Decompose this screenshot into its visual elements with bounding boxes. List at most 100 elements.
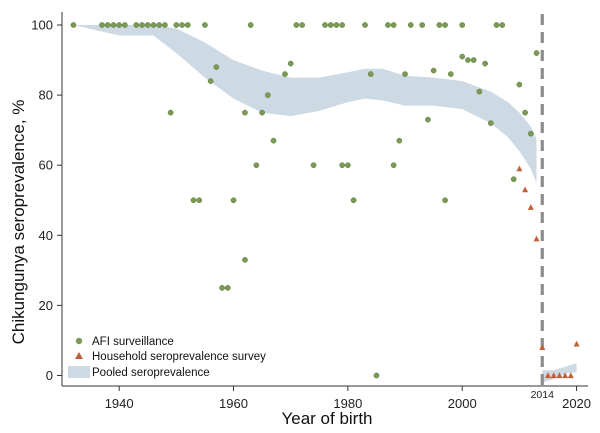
x-tick-label: 2020 — [562, 396, 591, 411]
afi-surveillance-point — [122, 22, 128, 28]
afi-surveillance-point — [442, 197, 448, 204]
x-tick-label: 2000 — [448, 396, 477, 411]
y-tick-label: 0 — [46, 368, 53, 383]
afi-surveillance-point — [70, 22, 77, 28]
afi-surveillance-point — [139, 22, 145, 28]
y-tick-label: 100 — [31, 18, 53, 33]
legend-afi-label: AFI surveillance — [92, 336, 174, 348]
household-survey-point — [533, 235, 540, 242]
afi-surveillance-point — [430, 67, 437, 74]
household-survey-point — [573, 340, 580, 347]
afi-surveillance-point — [162, 22, 168, 28]
afi-surveillance-point — [527, 130, 534, 137]
afi-surveillance-point — [110, 22, 117, 28]
afi-surveillance-point — [144, 22, 151, 28]
afi-surveillance-point — [207, 78, 214, 84]
afi-surveillance-point — [310, 162, 317, 169]
afi-surveillance-point — [436, 22, 443, 28]
afi-surveillance-point — [350, 197, 357, 204]
afi-surveillance-point — [419, 22, 426, 28]
afi-surveillance-point — [510, 176, 517, 183]
afi-surveillance-point — [293, 22, 300, 28]
afi-surveillance-point — [390, 22, 397, 28]
household-survey-point — [545, 372, 551, 379]
afi-surveillance-point — [116, 22, 123, 28]
household-survey-point — [550, 372, 557, 379]
y-tick-label: 80 — [39, 88, 53, 103]
afi-surveillance-point — [242, 109, 248, 116]
afi-surveillance-point — [270, 137, 277, 144]
afi-surveillance-point — [184, 22, 191, 28]
y-tick-label: 40 — [39, 228, 53, 243]
afi-surveillance-point — [242, 256, 248, 263]
cutoff-year-label: 2014 — [531, 389, 555, 401]
afi-surveillance-point — [407, 22, 414, 28]
legend-pooled-label: Pooled seroprevalence — [92, 367, 210, 379]
afi-surveillance-point — [99, 22, 105, 28]
afi-surveillance-point — [499, 22, 506, 28]
afi-surveillance-point — [470, 57, 477, 63]
afi-surveillance-point — [167, 109, 174, 116]
afi-surveillance-point — [230, 197, 237, 204]
y-tick-label: 60 — [39, 158, 53, 173]
household-survey-point — [522, 186, 529, 193]
household-survey-point — [527, 204, 534, 210]
afi-surveillance-point — [213, 64, 220, 70]
afi-surveillance-point — [259, 109, 265, 116]
afi-surveillance-point — [333, 22, 340, 28]
x-axis-title: Year of birth — [281, 409, 372, 428]
afi-surveillance-point — [516, 81, 523, 88]
afi-surveillance-point — [224, 285, 231, 291]
household-survey-point — [516, 165, 523, 172]
afi-surveillance-point — [104, 22, 111, 28]
data-points-layer — [70, 22, 580, 379]
afi-surveillance-point — [390, 162, 397, 169]
household-survey-point — [567, 372, 574, 379]
afi-surveillance-point — [339, 22, 346, 28]
afi-surveillance-point — [367, 71, 374, 77]
legend-household-label: Household seroprevalence survey — [92, 351, 266, 363]
household-survey-point — [562, 372, 569, 379]
afi-surveillance-point — [299, 22, 305, 28]
afi-surveillance-point — [156, 22, 163, 28]
afi-surveillance-point — [253, 162, 260, 169]
legend-household-marker — [75, 352, 83, 359]
afi-surveillance-point — [219, 285, 225, 291]
afi-surveillance-point — [442, 22, 448, 28]
y-axis-title: Chikungunya seroprevalence, % — [9, 100, 28, 345]
afi-surveillance-point — [425, 116, 431, 123]
afi-surveillance-point — [396, 137, 403, 144]
x-tick-label: 1940 — [105, 396, 134, 411]
afi-surveillance-point — [385, 22, 391, 28]
afi-surveillance-point — [345, 162, 351, 169]
tick-layer: 1940 1960 1980 2000 2020 0 20 40 60 80 100 — [31, 18, 591, 411]
afi-surveillance-point — [459, 22, 466, 28]
x-tick-label: 1980 — [333, 396, 362, 411]
afi-surveillance-point — [282, 71, 288, 77]
afi-surveillance-point — [264, 92, 271, 98]
afi-surveillance-point — [482, 60, 488, 67]
pooled-seroprevalence-band-layer — [73, 25, 577, 383]
afi-surveillance-point — [327, 22, 334, 28]
axes — [61, 12, 588, 387]
legend: AFI surveillance Household seroprevalenc… — [68, 336, 266, 379]
afi-surveillance-point — [202, 22, 208, 28]
afi-surveillance-point — [533, 50, 540, 56]
pooled-seroprevalence-band — [73, 25, 537, 183]
afi-surveillance-point — [522, 109, 528, 116]
afi-surveillance-point — [287, 60, 294, 67]
afi-surveillance-point — [402, 71, 408, 77]
legend-pooled-swatch — [68, 366, 90, 378]
afi-surveillance-point — [173, 22, 180, 28]
afi-surveillance-point — [179, 22, 185, 28]
afi-surveillance-point — [190, 197, 197, 204]
afi-surveillance-point — [362, 22, 368, 28]
household-survey-point — [556, 372, 563, 379]
afi-surveillance-point — [487, 120, 494, 126]
afi-surveillance-point — [339, 162, 346, 169]
afi-surveillance-point — [476, 88, 483, 95]
y-tick-label: 20 — [39, 298, 53, 313]
afi-surveillance-point — [373, 372, 380, 379]
afi-surveillance-point — [150, 22, 157, 28]
